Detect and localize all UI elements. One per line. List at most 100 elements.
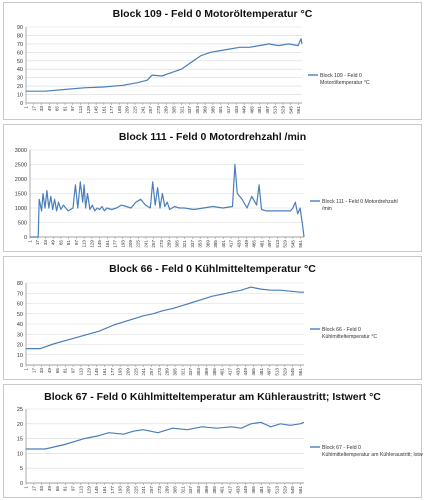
series-line <box>30 163 305 238</box>
x-tick-label: 1 <box>24 106 29 109</box>
x-tick-label: 113 <box>78 106 83 114</box>
x-tick-label: 449 <box>244 240 249 248</box>
x-tick-label: 417 <box>227 368 232 376</box>
x-tick-label: 417 <box>227 486 232 494</box>
y-tick-label: 30 <box>17 76 23 82</box>
series-line <box>26 286 304 350</box>
x-tick-label: 273 <box>157 368 162 376</box>
chart-panel-1: Block 109 - Feld 0 Motoröltemperatur °C … <box>3 2 422 120</box>
x-tick-label: 129 <box>89 240 94 248</box>
y-tick-label: 20 <box>17 343 23 349</box>
x-tick-label: 465 <box>249 106 254 114</box>
x-tick-label: 369 <box>204 368 209 376</box>
y-tick-label: 30 <box>17 332 23 338</box>
x-tick-label: 209 <box>125 368 130 376</box>
x-tick-label: 1 <box>24 368 29 371</box>
x-tick-label: 81 <box>63 368 68 374</box>
x-tick-label: 561 <box>298 368 303 376</box>
chart-panel-2: Block 111 - Feld 0 Motordrehzahl /min 0 5… <box>3 124 422 252</box>
x-tick-label: 385 <box>210 106 215 114</box>
x-tick-label: 321 <box>180 486 185 494</box>
x-tick-label: 49 <box>47 486 52 492</box>
chart-panel-4: Block 67 - Feld 0 Kühlmitteltemperatur a… <box>3 384 423 498</box>
x-tick-label: 417 <box>229 240 234 248</box>
y-tick-label: 80 <box>17 33 23 39</box>
x-tick-label: 17 <box>31 368 36 374</box>
y-tick-label: 3000 <box>15 148 27 154</box>
x-tick-label: 289 <box>167 240 172 248</box>
x-tick-label: 385 <box>212 486 217 494</box>
x-tick-label: 353 <box>196 486 201 494</box>
x-tick-label: 449 <box>243 368 248 376</box>
x-tick-label: 497 <box>267 368 272 376</box>
x-tick-label: 81 <box>63 486 68 492</box>
x-tick-label: 257 <box>148 106 153 114</box>
y-tick-label: 0 <box>20 481 23 487</box>
x-tick-label: 145 <box>94 368 99 376</box>
legend-label: Block 67 - Feld 0 <box>322 445 361 451</box>
y-tick-label: 2000 <box>15 177 27 183</box>
x-tick-label: 481 <box>259 240 264 248</box>
x-tick-label: 305 <box>171 106 176 114</box>
y-tick-label: 50 <box>17 59 23 65</box>
x-tick-label: 497 <box>267 240 272 248</box>
x-tick-label: 225 <box>133 486 138 494</box>
x-tick-label: 481 <box>259 486 264 494</box>
x-tick-label: 401 <box>220 368 225 376</box>
series-line <box>26 421 305 450</box>
chart-title-2: Block 111 - Feld 0 Motordrehzahl /min <box>118 131 307 143</box>
x-tick-label: 545 <box>288 106 293 114</box>
x-tick-label: 129 <box>86 368 91 376</box>
x-tick-label: 17 <box>35 240 40 246</box>
x-tick-label: 513 <box>275 486 280 494</box>
y-tick-label: 10 <box>17 451 23 457</box>
y-tick-label: 10 <box>17 93 23 99</box>
x-tick-label: 289 <box>164 106 169 114</box>
x-tick-label: 49 <box>47 368 52 374</box>
x-tick-label: 225 <box>133 368 138 376</box>
y-tick-label: 1000 <box>15 206 27 212</box>
x-tick-label: 145 <box>94 486 99 494</box>
x-tick-label: 321 <box>182 240 187 248</box>
x-tick-label: 177 <box>113 240 118 248</box>
x-tick-label: 529 <box>282 368 287 376</box>
series-line <box>26 38 303 92</box>
legend-label: Block 66 - Feld 0 <box>322 327 361 333</box>
x-tick-label: 113 <box>78 486 83 494</box>
x-tick-label: 273 <box>156 106 161 114</box>
x-tick-label: 145 <box>94 106 99 114</box>
x-tick-label: 337 <box>188 368 193 376</box>
y-tick-label: 40 <box>17 67 23 73</box>
x-tick-label: 305 <box>173 368 178 376</box>
legend-label: /min <box>322 206 332 212</box>
x-tick-label: 1 <box>24 486 29 489</box>
x-tick-label: 449 <box>242 106 247 114</box>
x-tick-label: 193 <box>118 486 123 494</box>
x-tick-label: 321 <box>180 368 185 376</box>
x-tick-label: 289 <box>165 486 170 494</box>
x-tick-label: 481 <box>257 106 262 114</box>
x-tick-label: 177 <box>109 106 114 114</box>
y-tick-label: 50 <box>17 312 23 318</box>
x-tick-label: 385 <box>212 368 217 376</box>
x-tick-label: 97 <box>71 486 76 492</box>
chart-title-1: Block 109 - Feld 0 Motoröltemperatur °C <box>112 8 313 20</box>
x-tick-label: 257 <box>149 368 154 376</box>
x-tick-label: 321 <box>179 106 184 114</box>
x-tick-label: 257 <box>149 486 154 494</box>
x-tick-label: 417 <box>226 106 231 114</box>
chart-title-3: Block 66 - Feld 0 Kühlmitteltemperatur °… <box>109 263 316 275</box>
x-tick-label: 289 <box>165 368 170 376</box>
x-tick-label: 161 <box>102 486 107 494</box>
x-tick-label: 241 <box>140 106 145 114</box>
x-tick-label: 241 <box>141 368 146 376</box>
x-tick-label: 353 <box>195 106 200 114</box>
x-tick-label: 33 <box>39 486 44 492</box>
x-tick-label: 513 <box>275 368 280 376</box>
chart-panel-3: Block 66 - Feld 0 Kühlmitteltemperatur °… <box>3 256 422 380</box>
y-tick-label: 80 <box>17 281 23 287</box>
x-tick-label: 209 <box>125 106 130 114</box>
x-tick-label: 17 <box>31 106 36 112</box>
x-tick-label: 529 <box>283 240 288 248</box>
y-tick-label: 20 <box>17 422 23 428</box>
